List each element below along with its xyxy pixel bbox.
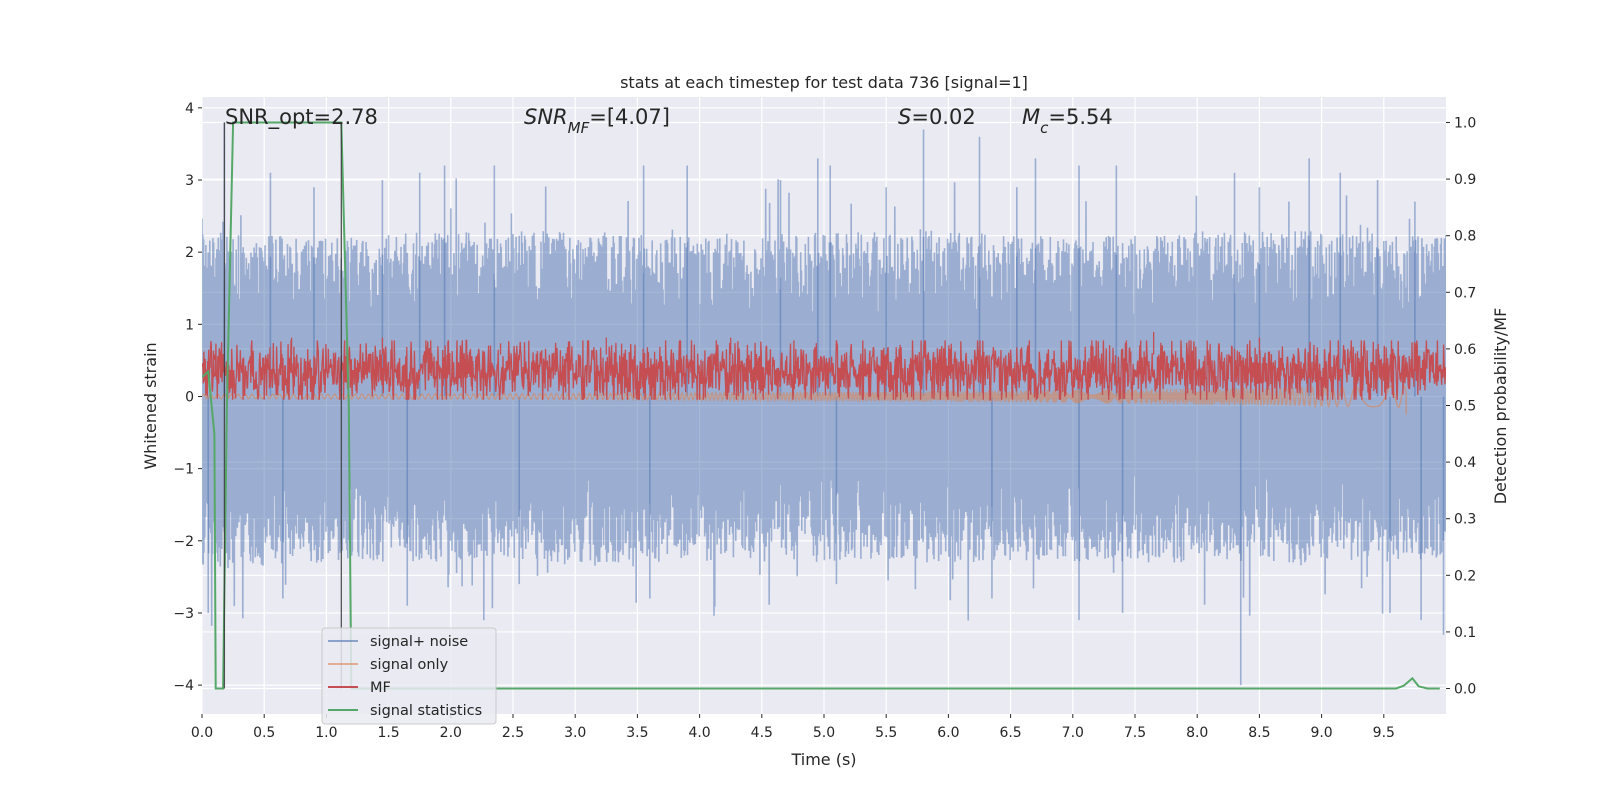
annotation-snr-mf: SNRMF=[4.07] xyxy=(524,105,670,137)
y-right-tick-label: 0.1 xyxy=(1454,625,1476,641)
x-tick-label: 6.5 xyxy=(999,725,1021,741)
y-right-tick-label: 1.0 xyxy=(1454,115,1476,131)
x-tick-label: 3.0 xyxy=(564,725,586,741)
x-tick-label: 7.5 xyxy=(1124,725,1146,741)
x-tick-label: 4.5 xyxy=(751,725,773,741)
vertical-markers xyxy=(223,122,342,689)
series-mf xyxy=(202,339,1446,401)
x-tick-label: 9.0 xyxy=(1310,725,1332,741)
x-tick-label: 3.5 xyxy=(626,725,648,741)
x-tick-label: 5.5 xyxy=(875,725,897,741)
x-tick-label: 1.0 xyxy=(315,725,337,741)
legend-box xyxy=(321,627,497,725)
x-tick-label: 8.0 xyxy=(1186,725,1208,741)
y-right-tick-label: 0.3 xyxy=(1454,512,1476,528)
y-right-tick-label: 0.4 xyxy=(1454,455,1476,471)
x-tick-label: 7.0 xyxy=(1062,725,1084,741)
x-tick-label: 2.0 xyxy=(440,725,462,741)
annotation-snr-opt: SNR_opt=2.78 xyxy=(225,105,378,130)
x-tick-label: 6.0 xyxy=(937,725,959,741)
x-tick-label: 2.5 xyxy=(502,725,524,741)
x-axis-label: Time (s) xyxy=(790,750,856,769)
y-axis-right-label: Detection probability/MF xyxy=(1491,308,1510,505)
legend: signal+ noise signal only MF signal statist… xyxy=(321,627,497,725)
x-tick-label: 4.0 xyxy=(688,725,710,741)
x-tick-label: 9.5 xyxy=(1373,725,1395,741)
y-right-tick-label: 0.8 xyxy=(1454,229,1476,245)
x-tick-label: 0.5 xyxy=(253,725,275,741)
y-right-tick-label: 0.0 xyxy=(1454,682,1476,698)
legend-label: MF xyxy=(370,680,391,696)
x-tick-label: 5.0 xyxy=(813,725,835,741)
annotation-s-value: S=0.02 xyxy=(898,105,976,129)
y-tick-label: −1 xyxy=(173,462,194,478)
y-tick-label: −4 xyxy=(173,678,194,694)
y-right-tick-label: 0.2 xyxy=(1454,568,1476,584)
y-axis-left-ticks: −4 −3 −2 −1 0 1 2 3 4 xyxy=(173,101,202,694)
y-tick-label: 1 xyxy=(185,317,194,333)
series-signal-noise xyxy=(202,178,1446,626)
y-tick-label: −2 xyxy=(173,534,194,550)
x-tick-label: 1.5 xyxy=(377,725,399,741)
annotation-mc-value: Mc=5.54 xyxy=(1022,105,1113,137)
chart-title: stats at each timestep for test data 736… xyxy=(620,73,1028,92)
x-tick-label: 0.0 xyxy=(191,725,213,741)
y-right-tick-label: 0.5 xyxy=(1454,399,1476,415)
legend-label: signal+ noise xyxy=(370,634,468,650)
legend-label: signal only xyxy=(370,657,449,673)
y-right-tick-label: 0.7 xyxy=(1454,285,1476,301)
y-axis-right-ticks: 0.0 0.1 0.2 0.3 0.4 0.5 0.6 0.7 0.8 0.9 1.0 xyxy=(1446,115,1476,698)
annotations: SNR_opt=2.78 SNRMF=[4.07] S=0.02 Mc=5.54 xyxy=(225,105,1113,137)
y-tick-label: 3 xyxy=(185,173,194,189)
x-tick-label: 8.5 xyxy=(1248,725,1270,741)
y-tick-label: 0 xyxy=(185,389,194,405)
y-tick-label: −3 xyxy=(173,606,194,622)
x-axis-ticks: 0.0 0.5 1.0 1.5 2.0 2.5 3.0 3.5 4.0 4.5 5.0 5.5 6.0 6… xyxy=(191,714,1395,741)
y-tick-label: 4 xyxy=(185,101,194,117)
legend-label: signal statistics xyxy=(370,703,482,719)
y-right-tick-label: 0.9 xyxy=(1454,172,1476,188)
y-tick-label: 2 xyxy=(185,245,194,261)
y-right-tick-label: 0.6 xyxy=(1454,342,1476,358)
y-axis-label: Whitened strain xyxy=(141,342,160,469)
